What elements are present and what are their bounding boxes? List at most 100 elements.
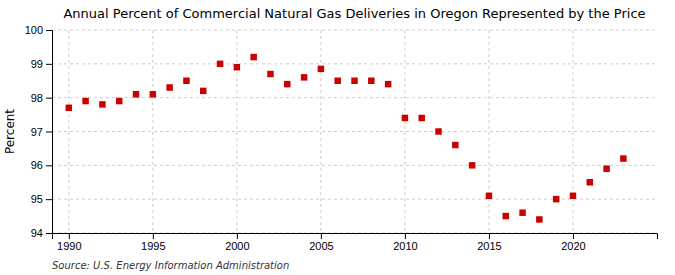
point: [234, 64, 240, 70]
tick-label: 96: [31, 159, 43, 171]
tick-mark: [46, 233, 52, 234]
point: [318, 66, 324, 72]
point: [486, 193, 492, 199]
tick: 95: [31, 193, 52, 205]
tick-label: 1995: [141, 240, 165, 252]
point: [553, 196, 559, 202]
point: [503, 213, 509, 219]
tick-mark: [489, 233, 490, 239]
point: [435, 128, 441, 134]
tick: 96: [31, 159, 52, 171]
grid-line-x: [236, 30, 237, 233]
tick-mark: [46, 98, 52, 99]
tick-label: 2015: [477, 240, 501, 252]
grid-line-x: [488, 30, 489, 233]
tick: 100: [25, 24, 52, 36]
grid-line-y: [52, 30, 657, 31]
point: [418, 115, 424, 121]
point: [620, 155, 626, 161]
tick: 2015: [477, 233, 501, 252]
grid-line-y: [52, 131, 657, 132]
axis-line: [46, 31, 53, 234]
point: [519, 209, 525, 215]
tick-mark: [237, 233, 238, 239]
tick-label: 95: [31, 193, 43, 205]
tick: 98: [31, 92, 52, 104]
point: [570, 193, 576, 199]
point: [452, 142, 458, 148]
tick-label: 1990: [57, 240, 81, 252]
point: [250, 54, 256, 60]
tick: 94: [31, 227, 52, 239]
points: [66, 54, 627, 223]
grid-line-y: [52, 97, 657, 98]
grid-line-x: [572, 30, 573, 233]
tick-label: 100: [25, 24, 43, 36]
tick-label: 2000: [225, 240, 249, 252]
title: Annual Percent of Commercial Natural Gas…: [63, 6, 645, 21]
y-axis-label: Percent: [3, 109, 17, 154]
point: [402, 115, 408, 121]
tick-mark: [46, 132, 52, 133]
tick-mark: [321, 233, 322, 239]
axis-line: [53, 234, 658, 240]
grid-line-x: [404, 30, 405, 233]
point: [284, 81, 290, 87]
tick: 1990: [57, 233, 81, 252]
point: [150, 91, 156, 97]
tick-label: 2005: [309, 240, 333, 252]
tick: 97: [31, 126, 52, 138]
point: [116, 98, 122, 104]
tick-mark: [46, 64, 52, 65]
tick: 99: [31, 58, 52, 70]
tick-label: 99: [31, 58, 43, 70]
tick: 2020: [561, 233, 585, 252]
tick-mark: [46, 165, 52, 166]
point: [200, 88, 206, 94]
tick-label: 2020: [561, 240, 585, 252]
y-axis: 94 95 96 97 98 99 100: [25, 24, 53, 239]
point: [301, 74, 307, 80]
grid-line-y: [52, 165, 657, 166]
x-axis: 1990 1995 2000 2005 2010 2015 2020: [53, 233, 658, 252]
point: [603, 165, 609, 171]
point: [166, 84, 172, 90]
point: [385, 81, 391, 87]
tick-mark: [46, 199, 52, 200]
point: [133, 91, 139, 97]
source: Source: U.S. Energy Information Administ…: [52, 260, 289, 271]
tick: 2005: [309, 233, 333, 252]
point: [99, 101, 105, 107]
tick-mark: [153, 233, 154, 239]
tick-mark: [69, 233, 70, 239]
tick-mark: [46, 30, 52, 31]
grid-line-x: [152, 30, 153, 233]
grid-line-y: [52, 63, 657, 64]
tick-mark: [405, 233, 406, 239]
point: [334, 78, 340, 84]
tick: 1995: [141, 233, 165, 252]
grid: [52, 30, 657, 233]
point: [536, 216, 542, 222]
plot-area: 1990 1995 2000 2005 2010 2015 2020 94 95 96 97 98 99…: [25, 24, 658, 252]
grid-line-x: [320, 30, 321, 233]
grid-line-y: [52, 199, 657, 200]
tick-label: 2010: [393, 240, 417, 252]
point: [267, 71, 273, 77]
point: [368, 78, 374, 84]
chart: 1990 1995 2000 2005 2010 2015 2020 94 95 96 97 98 99…: [0, 0, 675, 275]
point: [217, 61, 223, 67]
point: [587, 179, 593, 185]
tick-mark: [573, 233, 574, 239]
tick-label: 94: [31, 227, 43, 239]
point: [351, 78, 357, 84]
point: [66, 105, 72, 111]
tick: 2010: [393, 233, 417, 252]
point: [82, 98, 88, 104]
grid-line-x: [68, 30, 69, 233]
tick-label: 98: [31, 92, 43, 104]
tick: 2000: [225, 233, 249, 252]
point: [469, 162, 475, 168]
point: [183, 78, 189, 84]
tick-label: 97: [31, 126, 43, 138]
